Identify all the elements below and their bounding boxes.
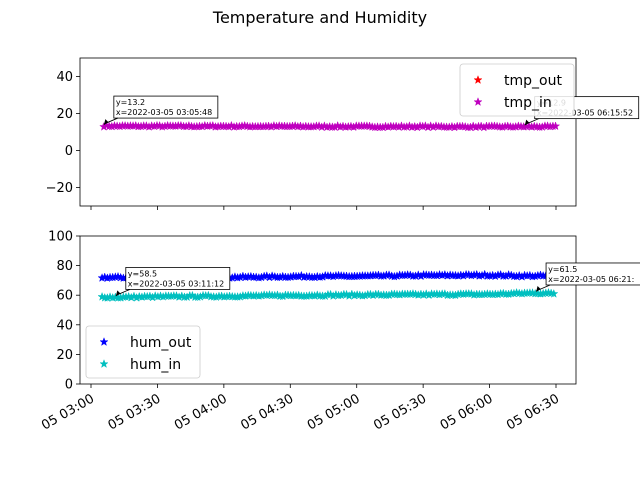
annotation-timestamp: x=2022-03-05 03:05:48 bbox=[116, 108, 212, 117]
legend-frame bbox=[459, 63, 575, 117]
annotation-arrowhead bbox=[115, 290, 121, 297]
y-tick-label: 20 bbox=[56, 107, 73, 122]
y-tick-label: 60 bbox=[56, 289, 73, 304]
annotation-box bbox=[125, 267, 231, 290]
annotation-arrowhead bbox=[103, 119, 109, 126]
legend-marker bbox=[473, 97, 483, 107]
x-tick-label: 05 04:00 bbox=[172, 391, 230, 433]
legend-label: tmp_out bbox=[504, 73, 562, 89]
annotation-box bbox=[545, 262, 640, 286]
legend-label: tmp_in bbox=[504, 95, 552, 111]
annotation: y=58.5x=2022-03-05 03:11:12 bbox=[115, 267, 231, 297]
legend-label: hum_out bbox=[130, 335, 192, 351]
y-tick-label: 0 bbox=[65, 378, 73, 393]
y-tick-label: 20 bbox=[56, 348, 73, 363]
data-point bbox=[549, 288, 559, 298]
figure-title: Temperature and Humidity bbox=[212, 8, 428, 27]
x-tick-label: 05 06:00 bbox=[438, 391, 496, 433]
annotation-box bbox=[113, 95, 219, 119]
legend: hum_out hum_in bbox=[85, 325, 201, 379]
annotation: y=13.2x=2022-03-05 03:05:48 bbox=[103, 95, 219, 126]
annotation: y=61.5x=2022-03-05 06:21: bbox=[535, 262, 640, 292]
legend: tmp_out tmp_in bbox=[459, 63, 575, 117]
annotation-timestamp: x=2022-03-05 06:21: bbox=[548, 275, 634, 284]
y-tick-label: 80 bbox=[56, 259, 73, 274]
y-tick-label: 0 bbox=[65, 144, 73, 159]
legend-marker bbox=[473, 75, 483, 85]
annotation-timestamp: x=2022-03-05 03:11:12 bbox=[128, 279, 224, 288]
y-tick-label: 40 bbox=[56, 318, 73, 333]
annotation-timestamp: x=2022-03-05 06:15:52 bbox=[537, 109, 633, 118]
x-tick-label: 05 03:30 bbox=[106, 391, 164, 433]
x-tick-label: 05 05:30 bbox=[371, 391, 429, 433]
x-tick-label: 05 06:30 bbox=[504, 391, 562, 433]
annotation-value: y=13.2 bbox=[116, 98, 145, 107]
x-tick-label: 05 04:30 bbox=[238, 391, 296, 433]
y-tick-label: 40 bbox=[56, 70, 73, 85]
series-hum_in bbox=[97, 287, 559, 302]
y-tick-label: −20 bbox=[46, 181, 73, 196]
y-tick-label: 100 bbox=[48, 230, 73, 245]
legend-marker bbox=[99, 359, 109, 369]
legend-marker bbox=[99, 337, 109, 347]
series-tmp_in bbox=[99, 120, 561, 132]
x-tick-label: 05 03:00 bbox=[39, 391, 97, 433]
legend-label: hum_in bbox=[130, 357, 181, 373]
x-tick-label: 05 05:00 bbox=[305, 391, 363, 433]
annotation-value: y=61.5 bbox=[548, 265, 577, 274]
annotation-arrowhead bbox=[524, 119, 530, 126]
annotation-value: y=58.5 bbox=[128, 269, 157, 278]
annotation-arrowhead bbox=[536, 285, 541, 292]
data-point bbox=[550, 121, 561, 131]
legend-frame bbox=[85, 325, 201, 379]
